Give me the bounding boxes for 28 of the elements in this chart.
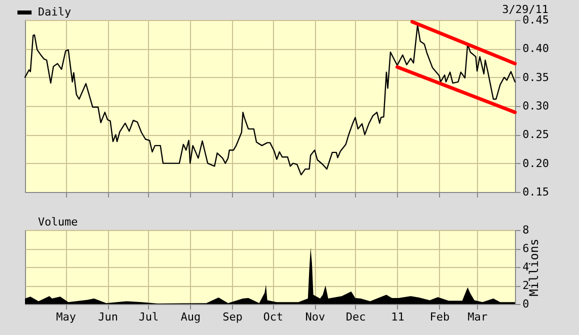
line-series — [24, 24, 516, 176]
x-tick-label: Nov — [305, 310, 326, 324]
y-tick-label: 0.20 — [522, 156, 549, 170]
y-tick-label: 0.30 — [522, 100, 549, 112]
y-tick-label: 4 — [522, 260, 530, 274]
y-tick-label: 6 — [522, 242, 530, 255]
y-axis-title: Millions — [527, 238, 542, 296]
y-tick-label: 0.40 — [522, 42, 549, 56]
x-tick-label: Feb — [430, 310, 450, 324]
y-tick-label: 0.35 — [522, 70, 549, 84]
y-tick-label: 0.15 — [522, 186, 549, 198]
text: Volume — [38, 216, 78, 228]
x-tick-label: Sep — [222, 310, 243, 324]
legend-label: Daily — [38, 6, 72, 18]
x-tick-label: May — [56, 310, 76, 324]
x-tick-label: Oct — [263, 310, 284, 324]
x-tick-label: Jun — [98, 310, 118, 324]
x-tick-label: Dec — [346, 310, 366, 324]
y-tick-label: 0.45 — [522, 14, 549, 26]
y-tick-label: 0 — [522, 298, 530, 310]
x-tick-label: 11 — [391, 310, 404, 324]
x-tick-label: Jul — [138, 310, 159, 324]
y-tick-label: 2 — [522, 279, 530, 292]
y-tick-label: 8 — [522, 224, 530, 236]
x-tick-label: Aug — [180, 310, 201, 324]
y-tick-label: 0.25 — [522, 128, 549, 142]
text: 3/29/11 — [502, 3, 548, 16]
x-tick-label: Mar — [468, 310, 488, 324]
